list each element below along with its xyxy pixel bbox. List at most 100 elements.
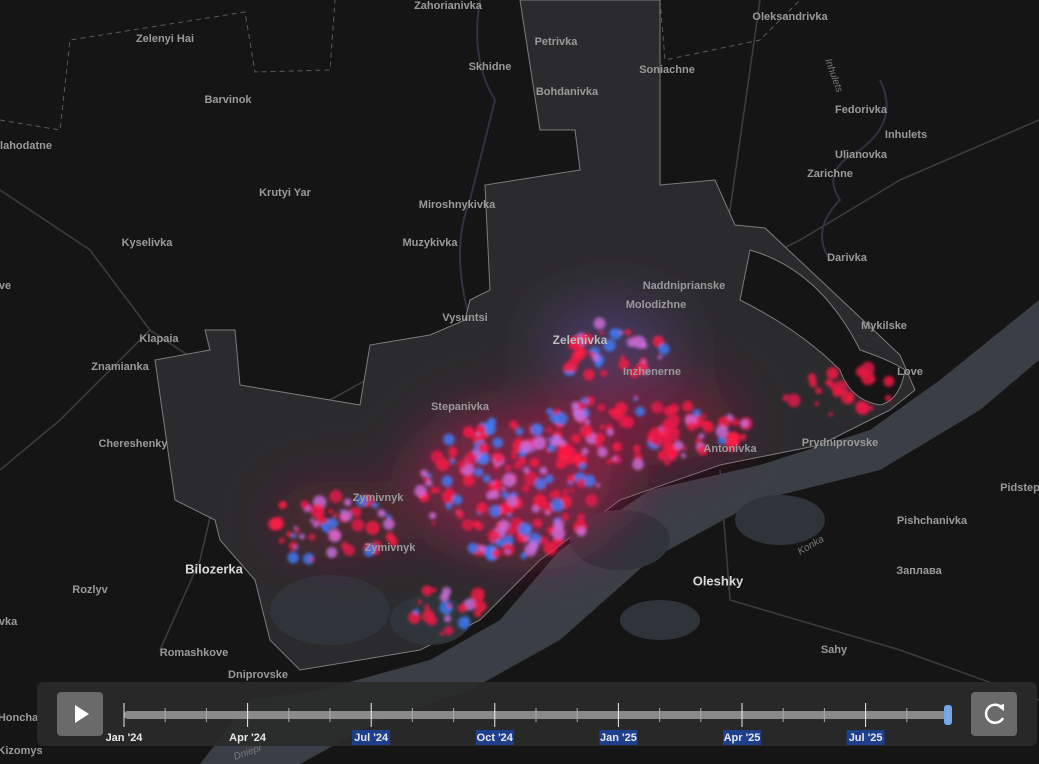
event-dot [492, 437, 504, 448]
event-dot [372, 501, 379, 509]
event-dot [441, 475, 453, 487]
event-dot [632, 458, 644, 471]
event-dot [782, 395, 788, 402]
timeline-label-highlight [599, 730, 638, 745]
event-dot [614, 401, 628, 415]
event-dot [562, 489, 568, 495]
event-dot [464, 616, 469, 622]
play-button[interactable] [57, 692, 103, 736]
play-icon[interactable] [75, 705, 89, 723]
event-dot [439, 601, 453, 615]
event-dot [490, 489, 500, 499]
event-dot [547, 443, 556, 453]
event-dot [583, 369, 595, 381]
event-dot [717, 436, 727, 445]
event-dot [463, 426, 473, 436]
event-dot [579, 462, 587, 470]
place-label: Oleksandrivka [752, 11, 828, 23]
event-dot [532, 436, 547, 450]
event-dot [524, 537, 529, 542]
event-dot [343, 498, 352, 507]
river-inhulets [459, 0, 497, 321]
event-dot [443, 625, 454, 636]
place-label: Klapaia [139, 333, 179, 345]
event-dot [551, 434, 562, 445]
event-dot [861, 361, 875, 376]
place-label: Inzhenerne [623, 366, 681, 378]
event-dot [697, 445, 708, 456]
event-dot [840, 390, 855, 405]
event-dot [600, 369, 608, 378]
event-dot [596, 483, 601, 488]
event-dot [883, 375, 895, 387]
event-dot [447, 603, 452, 609]
event-dot [651, 401, 664, 414]
event-dot [702, 421, 714, 433]
event-dot [592, 353, 600, 362]
place-label: Muzykivka [402, 237, 458, 249]
place-label: Zelenyi Hai [136, 33, 194, 45]
event-dot [294, 545, 299, 550]
event-dot [474, 467, 484, 477]
place-label: Znamianka [91, 361, 149, 373]
event-dot [597, 447, 608, 458]
replay-button-bg[interactable] [971, 692, 1017, 736]
event-dot [576, 401, 587, 411]
event-dot [492, 482, 500, 490]
event-dot [299, 533, 305, 540]
event-dot [386, 514, 392, 520]
event-dot [513, 461, 523, 470]
timeline-label-highlight [475, 730, 514, 745]
event-dot [444, 487, 455, 499]
replay-arrow[interactable] [997, 704, 1004, 711]
event-dot [657, 354, 663, 360]
event-dot [658, 343, 670, 355]
event-dot [618, 414, 631, 428]
timeline-panel: Jan '24 Apr '24 Jul '24 Oct '24 Jan '25 Apr '… [37, 682, 1037, 746]
timeline-label-highlight [846, 730, 885, 745]
event-dot [498, 519, 510, 531]
replay-icon[interactable] [984, 703, 1005, 724]
timeline-label: Jul '25 [849, 732, 883, 744]
event-dot [599, 330, 604, 336]
place-label: Romashkove [160, 647, 228, 659]
event-dot [522, 484, 530, 492]
place-label: Naddniprianske [643, 280, 726, 292]
event-dot [571, 433, 581, 444]
event-dot [828, 381, 837, 390]
event-dot [448, 446, 458, 457]
event-dot [502, 472, 517, 487]
event-dot [600, 424, 606, 430]
event-dot [482, 446, 488, 453]
event-dot [523, 466, 530, 474]
event-dot [606, 458, 613, 465]
event-dot [443, 615, 452, 623]
place-label: Vysuntsi [442, 312, 487, 324]
timeline-label: Apr '24 [229, 732, 267, 744]
replay-button[interactable] [971, 692, 1017, 736]
event-dot [439, 592, 450, 602]
event-dot [576, 513, 586, 522]
event-dot [302, 552, 315, 565]
event-dot [612, 441, 623, 452]
place-label: Заплава [896, 565, 942, 577]
place-label: Bilozerka [185, 561, 244, 576]
place-label: Miroshnykivka [419, 199, 496, 211]
event-dot [520, 440, 533, 454]
event-dot [311, 507, 320, 516]
event-dot [832, 386, 843, 398]
event-dot [312, 521, 320, 528]
place-label: Dniprovske [228, 669, 288, 681]
place-label: Barvinok [204, 94, 252, 106]
event-dot [429, 512, 437, 520]
event-dot [533, 518, 543, 528]
timeline-label-highlight [723, 730, 761, 745]
admin-border [0, 0, 801, 131]
timeline-label: Jan '25 [600, 732, 637, 744]
event-dot [529, 457, 540, 468]
event-dot [787, 393, 801, 408]
event-dot [546, 427, 552, 433]
event-dot [476, 502, 488, 514]
event-dot [310, 518, 315, 523]
